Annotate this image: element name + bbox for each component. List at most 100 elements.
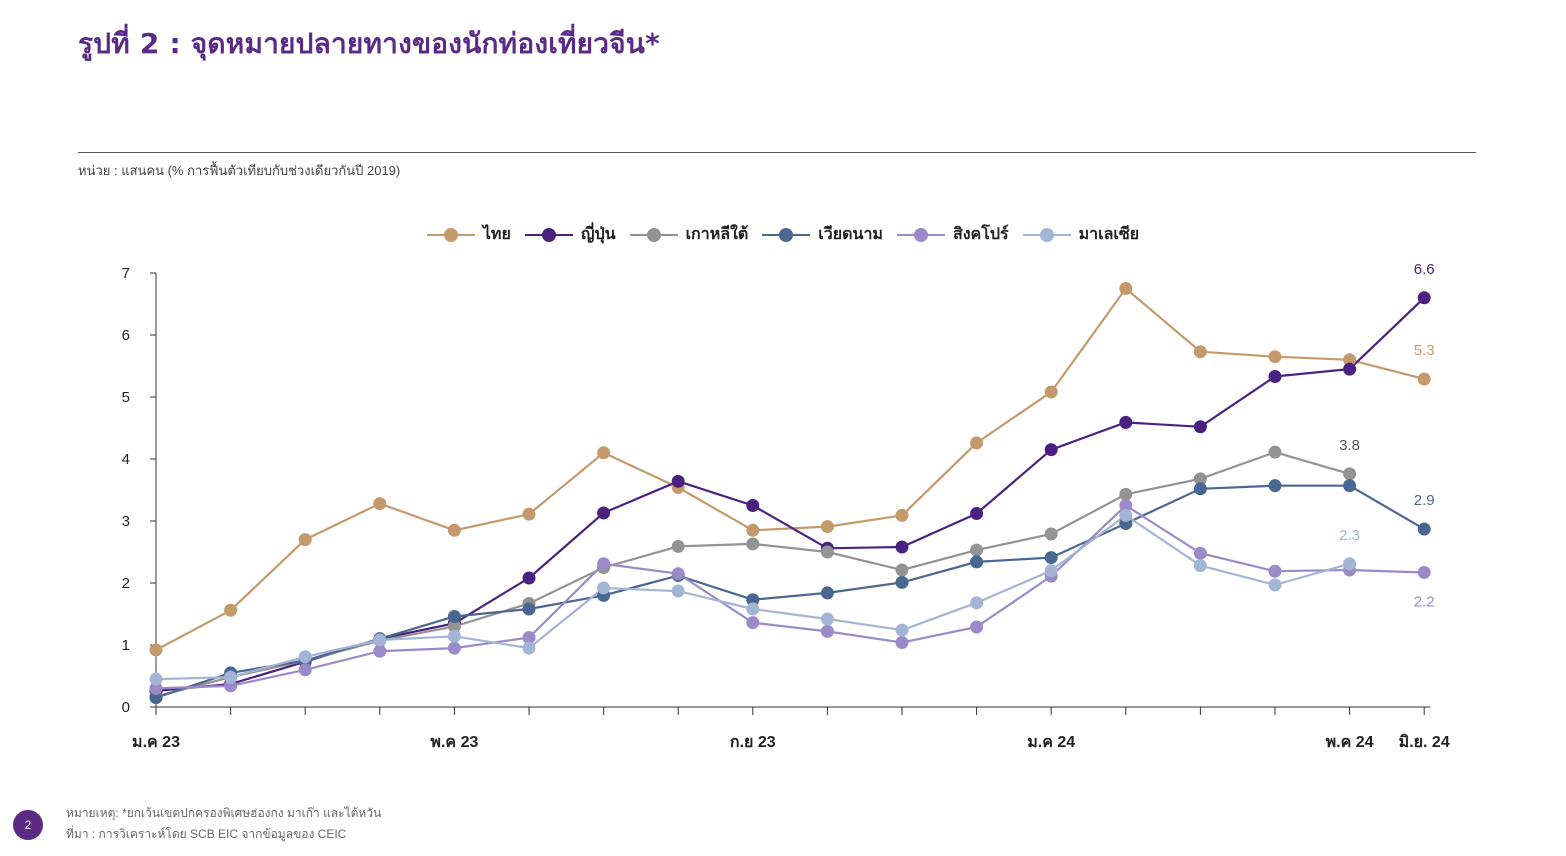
data-point <box>298 650 312 664</box>
data-point <box>1193 345 1207 359</box>
data-point <box>373 633 387 647</box>
data-point <box>970 436 984 450</box>
title-divider <box>78 152 1476 153</box>
chart-legend: ไทย ญี่ปุ่น เกาหลีใต้ เวียดนาม สิงคโปร์ มาเลเ… <box>0 222 1566 247</box>
data-point <box>746 616 760 630</box>
data-point <box>1268 578 1282 592</box>
legend-dot <box>779 227 794 242</box>
data-point <box>298 533 312 547</box>
data-point <box>1119 487 1133 501</box>
data-point <box>820 586 834 600</box>
data-point <box>1343 353 1357 367</box>
data-point <box>1343 362 1357 376</box>
y-tick-label: 0 <box>122 699 130 716</box>
legend-item: ญี่ปุ่น <box>524 222 616 247</box>
legend-label: ไทย <box>482 226 511 243</box>
data-point <box>149 691 163 705</box>
data-point <box>1417 291 1431 305</box>
data-point <box>746 537 760 551</box>
data-point <box>1343 479 1357 493</box>
data-point <box>746 593 760 607</box>
data-point <box>373 644 387 658</box>
data-point <box>447 523 461 537</box>
legend-swatch <box>1022 226 1071 244</box>
x-tick-label: ม.ค 24 <box>1027 734 1075 751</box>
data-label: 2.3 <box>1339 527 1360 544</box>
legend-swatch <box>524 226 573 244</box>
data-point <box>895 636 909 650</box>
legend-label: มาเลเซีย <box>1078 226 1140 243</box>
data-point <box>597 446 611 460</box>
data-point <box>1268 370 1282 384</box>
y-tick-label: 1 <box>122 637 130 654</box>
data-point <box>1343 467 1357 481</box>
data-point <box>1193 546 1207 560</box>
data-point <box>671 539 685 553</box>
data-point <box>1044 564 1058 578</box>
data-point <box>522 641 536 655</box>
data-point <box>1119 499 1133 512</box>
legend-label: สิงคโปร์ <box>952 226 1009 243</box>
y-tick-label: 5 <box>122 389 130 406</box>
legend-label: เกาหลีใต้ <box>685 226 749 243</box>
y-tick-label: 4 <box>122 451 130 468</box>
legend-item: เกาหลีใต้ <box>629 222 749 247</box>
data-point <box>746 499 760 512</box>
series-line <box>155 297 1425 692</box>
data-point <box>1044 385 1058 399</box>
legend-item: เวียดนาม <box>762 222 883 247</box>
data-point <box>1417 372 1431 386</box>
data-point <box>895 563 909 577</box>
legend-swatch <box>426 226 475 244</box>
series-line <box>155 504 1425 690</box>
data-label: 3.8 <box>1339 437 1360 454</box>
data-point <box>1268 445 1282 459</box>
data-point <box>895 575 909 589</box>
page-number-badge: 2 <box>13 810 43 840</box>
x-tick-label: ก.ย 23 <box>730 734 776 751</box>
legend-dot <box>646 227 661 242</box>
data-point <box>447 619 461 633</box>
data-point <box>149 643 163 657</box>
data-point <box>895 623 909 637</box>
data-point <box>671 567 685 581</box>
y-tick-label: 2 <box>122 575 130 592</box>
data-point <box>970 543 984 557</box>
legend-label: เวียดนาม <box>818 226 883 243</box>
legend-dot <box>1039 227 1054 242</box>
data-point <box>149 672 163 686</box>
data-point <box>746 523 760 537</box>
data-label: 5.3 <box>1414 342 1435 359</box>
legend-dot <box>913 227 928 242</box>
legend-swatch <box>762 226 811 244</box>
legend-item: มาเลเซีย <box>1022 222 1140 247</box>
series-line <box>155 451 1350 698</box>
data-point <box>820 624 834 638</box>
data-point <box>820 520 834 534</box>
data-label: 2.9 <box>1414 492 1435 509</box>
data-point <box>597 557 611 571</box>
data-point <box>522 571 536 585</box>
data-label: 2.2 <box>1414 593 1435 610</box>
data-point <box>1044 527 1058 541</box>
data-point <box>746 602 760 616</box>
data-point <box>447 609 461 623</box>
y-tick-label: 3 <box>122 513 130 530</box>
data-point <box>820 545 834 559</box>
legend-item: สิงคโปร์ <box>896 222 1009 247</box>
legend-dot <box>443 227 458 242</box>
data-point <box>298 663 312 677</box>
legend-swatch <box>896 226 945 244</box>
footnote: หมายเหตุ: *ยกเว้นเขตปกครองพิเศษฮ่องกง มา… <box>66 806 382 820</box>
y-tick-label: 7 <box>122 265 130 282</box>
legend-swatch <box>629 226 678 244</box>
data-point <box>820 612 834 626</box>
y-tick-label: 6 <box>122 327 130 344</box>
series-line <box>155 286 1425 651</box>
data-point <box>447 629 461 643</box>
data-point <box>895 540 909 554</box>
data-point <box>522 602 536 616</box>
x-tick-label: พ.ค 24 <box>1326 734 1374 751</box>
page-title: รูปที่ 2 : จุดหมายปลายทางของนักท่องเที่ย… <box>78 27 660 60</box>
legend-label: ญี่ปุ่น <box>580 226 616 243</box>
